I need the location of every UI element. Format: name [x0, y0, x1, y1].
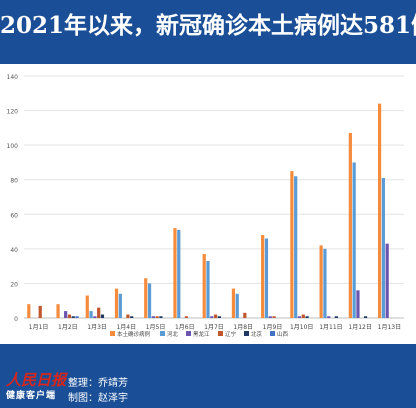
bar: [268, 316, 272, 318]
gridlines: [24, 75, 404, 319]
x-tick-label: 1月10日: [290, 324, 313, 331]
x-tick-label: 1月2日: [58, 324, 78, 331]
bar: [214, 314, 218, 318]
bar: [147, 283, 152, 318]
bar: [130, 316, 134, 318]
x-axis-ticks: 1月1日 1月2日 1月3日 1月4日 1月5日 1月6日 1月7日 1月8日 1月9日 1月10…: [29, 324, 401, 331]
legend-swatch: [218, 331, 223, 336]
bar: [385, 243, 389, 318]
bar: [144, 278, 148, 318]
x-tick-label: 1月1日: [29, 324, 49, 331]
bar: [217, 316, 221, 318]
bar: [210, 316, 214, 318]
bar: [100, 314, 105, 318]
bar: [305, 316, 309, 318]
x-tick-label: 1月8日: [233, 324, 253, 331]
bar: [261, 235, 265, 318]
y-axis-ticks: 0 20 40 60 80 100 120 140: [7, 74, 19, 323]
bar: [290, 171, 294, 318]
legend-label: 本土确诊病例: [117, 330, 151, 338]
x-tick-label: 1月5日: [146, 324, 166, 331]
y-tick-label: 100: [7, 143, 19, 150]
bar: [97, 307, 101, 318]
bar: [27, 304, 31, 318]
y-tick-label: 140: [7, 74, 19, 81]
bar: [114, 288, 119, 318]
credit-editor: 整理：乔靖芳: [68, 378, 128, 389]
legend-swatch: [160, 331, 165, 336]
y-tick-label: 40: [10, 247, 18, 254]
bar: [272, 316, 276, 318]
logo-subtext: 健康客户端: [6, 391, 57, 401]
y-tick-label: 20: [10, 281, 18, 288]
bar: [126, 314, 130, 318]
bar: [301, 314, 305, 318]
bar: [206, 260, 210, 318]
bar: [177, 229, 181, 318]
bar: [184, 316, 188, 318]
legend-swatch: [244, 331, 249, 336]
bar: [334, 316, 338, 318]
bar: [173, 228, 177, 318]
legend-label: 北京: [251, 330, 263, 338]
bar: [327, 316, 331, 318]
x-tick-label: 1月4日: [116, 324, 136, 331]
bar: [363, 316, 368, 318]
x-tick-label: 1月13日: [378, 324, 401, 331]
x-tick-label: 1月11日: [319, 324, 342, 331]
chart-panel: 0 20 40 60 80 100 120 140 1月1日 1月2日 1月3日 1月4日 1月5日 1…: [0, 64, 416, 344]
bar: [38, 305, 42, 318]
legend-label: 辽宁: [225, 330, 237, 338]
bar: [381, 177, 385, 318]
legend-swatch: [110, 331, 115, 336]
y-tick-label: 80: [10, 178, 18, 185]
logo-text: 人民日报: [6, 371, 67, 389]
bar: [202, 254, 206, 318]
page-title: 2021年以来，新冠确诊本土病例达581例: [0, 12, 416, 39]
y-tick-label: 120: [7, 109, 19, 116]
legend-swatch: [270, 331, 275, 336]
bar: [235, 293, 239, 318]
bar: [352, 162, 356, 318]
x-tick-label: 1月6日: [175, 324, 195, 331]
bar: [348, 133, 352, 318]
x-tick-label: 1月7日: [204, 324, 224, 331]
bar: [294, 176, 298, 318]
bar: [85, 295, 89, 318]
bar: [159, 316, 163, 318]
x-tick-label: 1月3日: [87, 324, 107, 331]
legend: 本土确诊病例 河北 黑龙江 辽宁 北京 山西: [110, 330, 289, 338]
bars: [27, 103, 389, 319]
bar: [93, 316, 97, 318]
bar: [356, 290, 360, 318]
bar: [377, 103, 382, 319]
bar: [231, 288, 236, 318]
legend-label: 山西: [277, 330, 289, 338]
bar: [89, 311, 93, 318]
bar: [323, 248, 327, 318]
x-tick-label: 1月12日: [348, 324, 371, 331]
y-tick-label: 60: [10, 212, 18, 219]
bar: [243, 312, 247, 318]
bar: [297, 316, 302, 318]
bar: [118, 293, 122, 318]
legend-swatch: [186, 331, 191, 336]
bar: [71, 316, 75, 318]
bar: [64, 311, 68, 318]
legend-label: 黑龙江: [193, 330, 210, 338]
bar: [264, 238, 269, 318]
bar: [319, 245, 323, 318]
bar: [67, 314, 72, 318]
legend-label: 河北: [167, 330, 179, 338]
bar: [75, 316, 79, 318]
bar: [151, 316, 155, 318]
y-tick-label: 0: [14, 316, 18, 323]
bar: [56, 304, 60, 318]
bar: [155, 316, 159, 318]
credit-designer: 制图：赵泽宇: [68, 393, 128, 404]
x-tick-label: 1月9日: [263, 324, 283, 331]
